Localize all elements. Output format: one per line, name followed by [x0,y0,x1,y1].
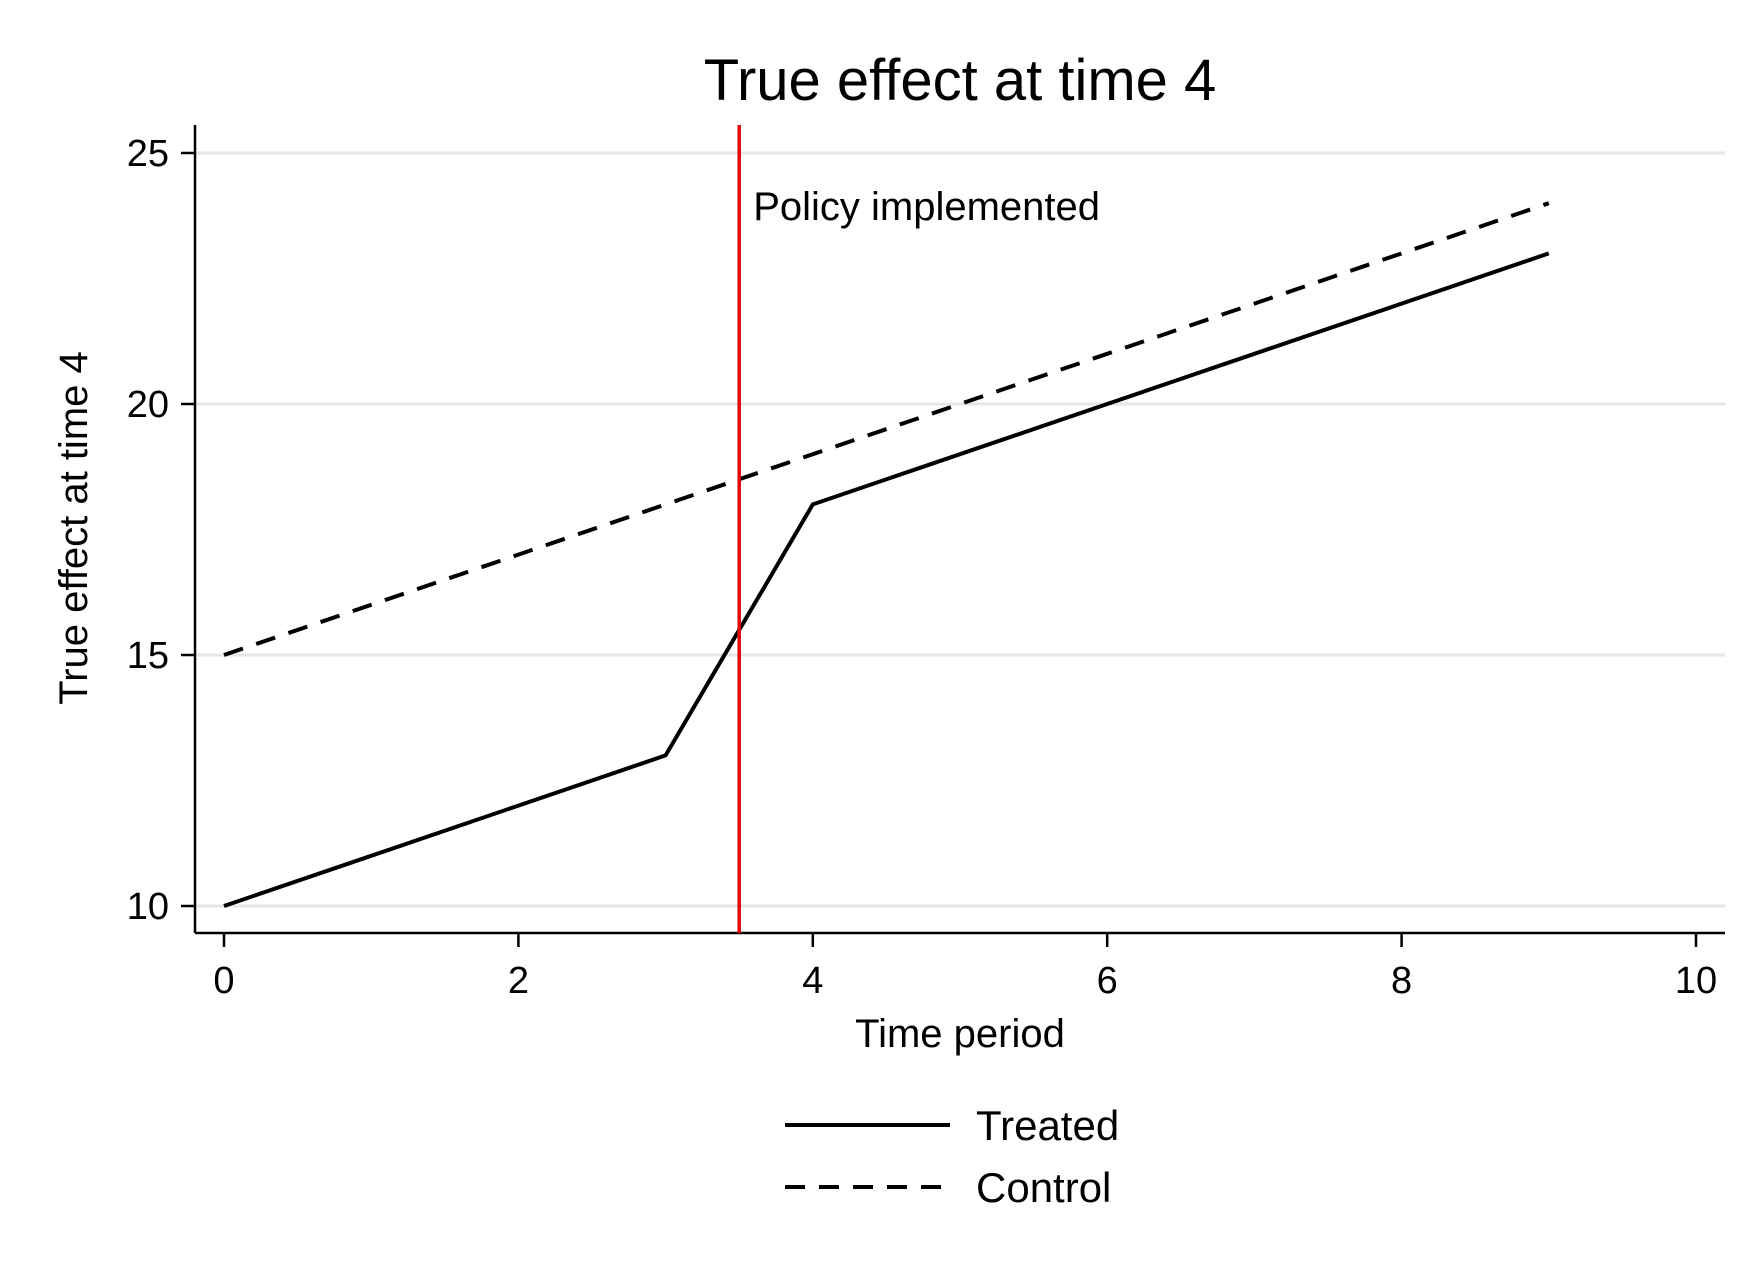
legend-label-control: Control [976,1164,1111,1211]
y-axis-ticks: 10 15 20 25 [127,133,195,928]
x-axis-title: Time period [855,1012,1065,1056]
policy-annotation-label: Policy implemented [753,185,1100,229]
annotation-layer: Policy implemented [737,125,1100,933]
chart-title: True effect at time 4 [704,48,1217,113]
x-tick-label: 10 [1675,960,1717,1002]
legend: Treated Control [785,1102,1119,1211]
x-tick-label: 0 [213,960,234,1002]
x-tick-label: 4 [802,960,823,1002]
y-tick-label: 25 [127,133,169,175]
series-line-control [223,201,1550,657]
x-tick-label: 6 [1097,960,1118,1002]
y-tick-label: 20 [127,384,169,426]
gridlines [195,151,1725,908]
series-line-treated [223,251,1550,908]
x-axis-ticks: 0 2 4 6 8 10 [213,933,1717,1002]
legend-label-treated: Treated [976,1102,1119,1149]
y-tick-label: 10 [127,886,169,928]
x-tick-label: 2 [508,960,529,1002]
series-layer [223,201,1550,908]
x-tick-label: 8 [1391,960,1412,1002]
y-axis-title: True effect at time 4 [52,351,96,705]
y-tick-label: 15 [127,635,169,677]
